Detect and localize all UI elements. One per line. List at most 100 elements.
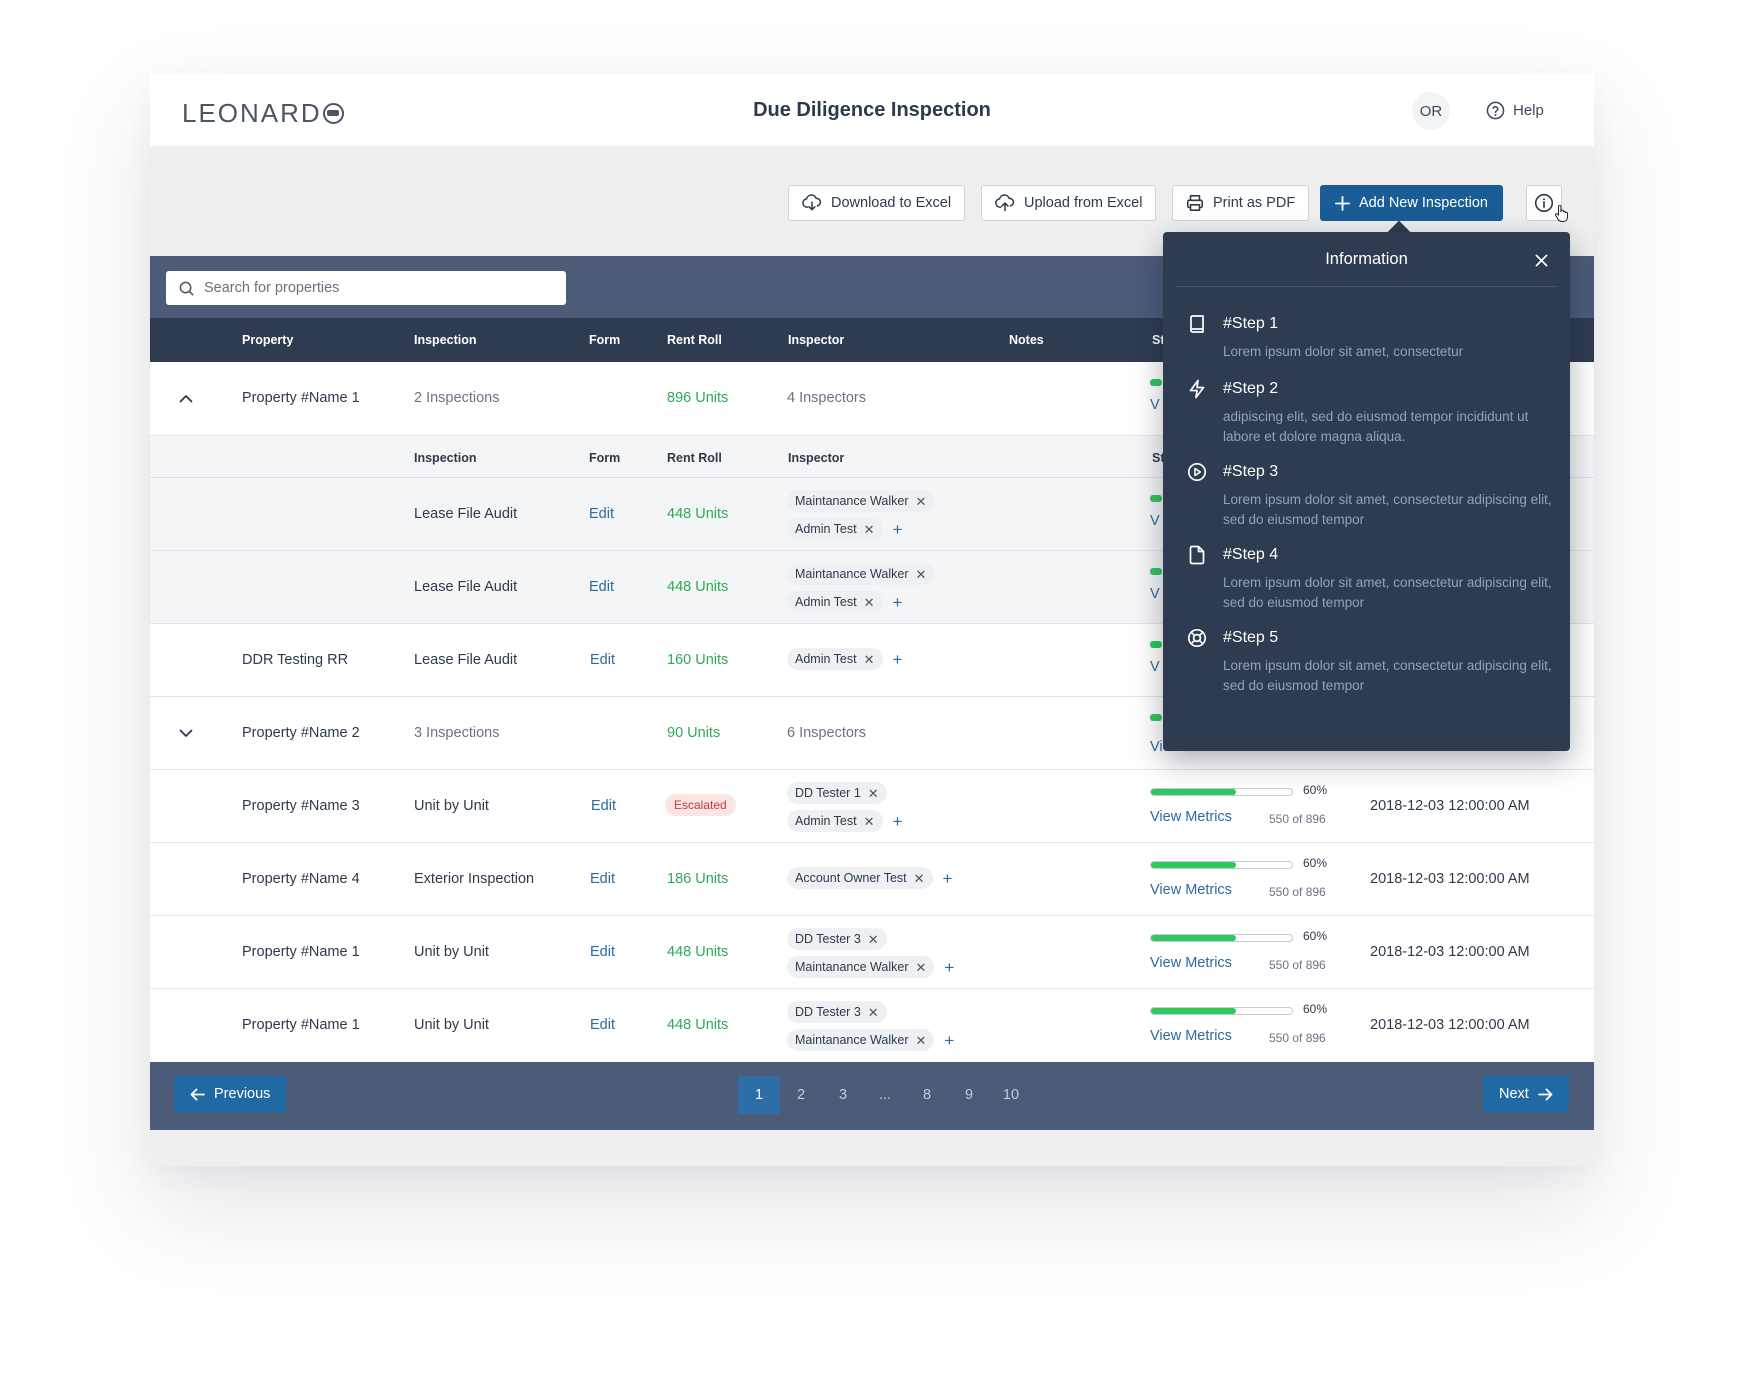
page-1[interactable]: 1 xyxy=(738,1076,780,1114)
col-inspector[interactable]: Inspector xyxy=(788,333,845,347)
inspection-date: 2018-12-03 12:00:00 AM xyxy=(1370,944,1530,960)
chevron-up-icon[interactable] xyxy=(176,388,196,408)
remove-tag-icon[interactable]: ✕ xyxy=(863,521,875,537)
edit-link[interactable]: Edit xyxy=(590,652,615,668)
next-label: Next xyxy=(1499,1086,1529,1102)
property-name[interactable]: Property #Name 1 xyxy=(242,1017,360,1033)
avatar[interactable]: OR xyxy=(1412,92,1450,130)
col-form[interactable]: Form xyxy=(589,333,621,347)
inspection-name: Lease File Audit xyxy=(414,652,518,668)
edit-link[interactable]: Edit xyxy=(590,871,615,887)
next-button[interactable]: Next xyxy=(1483,1076,1569,1112)
property-name[interactable]: Property #Name 1 xyxy=(242,390,360,406)
view-metrics-link[interactable]: View Metrics xyxy=(1150,882,1232,898)
rent-roll-units: 90 Units xyxy=(667,725,721,741)
inspector-tag: DD Tester 3 ✕ xyxy=(787,1001,887,1023)
step-description: adipiscing elit, sed do eiusmod tempor i… xyxy=(1223,409,1529,444)
remove-tag-icon[interactable]: ✕ xyxy=(863,594,875,610)
add-inspector-icon[interactable]: + xyxy=(892,592,903,612)
search-box[interactable] xyxy=(166,271,566,305)
remove-tag-icon[interactable]: ✕ xyxy=(867,1004,879,1020)
view-metrics-link-partial[interactable]: V xyxy=(1150,659,1160,675)
add-inspector-icon[interactable]: + xyxy=(892,649,903,669)
rent-roll-units: 186 Units xyxy=(667,871,729,887)
remove-tag-icon[interactable]: ✕ xyxy=(863,813,875,829)
view-metrics-link[interactable]: View Metrics xyxy=(1150,1028,1232,1044)
inspection-name: Exterior Inspection xyxy=(414,871,535,887)
remove-tag-icon[interactable]: ✕ xyxy=(915,959,927,975)
page-2[interactable]: 2 xyxy=(796,1087,806,1103)
inspection-count: 3 Inspections xyxy=(414,725,500,741)
table-row[interactable]: Property #Name 3 Unit by Unit Edit Escal… xyxy=(150,770,1594,843)
property-name[interactable]: Property #Name 1 xyxy=(242,944,360,960)
tag-label: DD Tester 3 xyxy=(795,1005,861,1019)
col-inspection[interactable]: Inspection xyxy=(414,333,477,347)
inspector-tags: DD Tester 3 ✕ Maintanance Walker ✕ + xyxy=(787,928,954,978)
printer-icon xyxy=(1187,195,1203,211)
inspection-date: 2018-12-03 12:00:00 AM xyxy=(1370,1017,1530,1033)
popover-title: Information xyxy=(1325,250,1408,268)
inspector-tags: Admin Test ✕ + xyxy=(787,648,902,670)
property-name[interactable]: Property #Name 2 xyxy=(242,725,360,741)
edit-link[interactable]: Edit xyxy=(590,1017,615,1033)
download-excel-button[interactable]: Download to Excel xyxy=(788,185,966,221)
view-metrics-link-partial[interactable]: V xyxy=(1150,586,1160,602)
print-pdf-label: Print as PDF xyxy=(1213,195,1296,211)
print-pdf-button[interactable]: Print as PDF xyxy=(1172,185,1310,221)
table-row[interactable]: Property #Name 1 Unit by Unit Edit 448 U… xyxy=(150,989,1594,1062)
edit-link[interactable]: Edit xyxy=(589,506,614,522)
table-row[interactable]: Property #Name 1 Unit by Unit Edit 448 U… xyxy=(150,916,1594,989)
view-metrics-link[interactable]: View Metrics xyxy=(1150,955,1232,971)
add-inspector-icon[interactable]: + xyxy=(942,868,953,888)
remove-tag-icon[interactable]: ✕ xyxy=(867,785,879,801)
view-metrics-link[interactable]: View Metrics xyxy=(1150,809,1232,825)
col-notes[interactable]: Notes xyxy=(1009,333,1044,347)
logo[interactable]: LEONARD xyxy=(182,98,344,129)
col-status-partial[interactable]: St xyxy=(1152,333,1165,347)
table-row[interactable]: Property #Name 4 Exterior Inspection Edi… xyxy=(150,843,1594,916)
upload-excel-button[interactable]: Upload from Excel xyxy=(981,185,1157,221)
col-property[interactable]: Property xyxy=(242,333,294,347)
upload-excel-label: Upload from Excel xyxy=(1024,195,1143,211)
edit-link[interactable]: Edit xyxy=(589,579,614,595)
add-inspection-button[interactable]: Add New Inspection xyxy=(1320,185,1503,221)
progress-bar-partial xyxy=(1150,379,1162,386)
property-name[interactable]: Property #Name 3 xyxy=(242,798,360,814)
previous-button[interactable]: Previous xyxy=(174,1076,287,1112)
inspector-tags: Maintanance Walker ✕ Admin Test ✕ + xyxy=(787,490,935,540)
property-name[interactable]: Property #Name 4 xyxy=(242,871,360,887)
col-rent-roll[interactable]: Rent Roll xyxy=(667,333,722,347)
inspector-tag: Admin Test ✕ xyxy=(787,648,883,670)
chevron-down-icon[interactable] xyxy=(176,723,196,743)
page-8[interactable]: 8 xyxy=(922,1087,932,1103)
add-inspector-icon[interactable]: + xyxy=(892,519,903,539)
edit-link[interactable]: Edit xyxy=(590,944,615,960)
edit-link[interactable]: Edit xyxy=(591,798,616,814)
help-button[interactable]: Help xyxy=(1486,101,1544,120)
remove-tag-icon[interactable]: ✕ xyxy=(915,566,927,582)
add-inspector-icon[interactable]: + xyxy=(944,957,955,977)
units-count: 550 of 896 xyxy=(1269,1031,1326,1045)
view-metrics-link-partial[interactable]: V xyxy=(1150,397,1160,413)
page-9[interactable]: 9 xyxy=(964,1087,974,1103)
remove-tag-icon[interactable]: ✕ xyxy=(915,493,927,509)
remove-tag-icon[interactable]: ✕ xyxy=(867,931,879,947)
view-metrics-link-partial[interactable]: V xyxy=(1150,513,1160,529)
step-title: #Step 2 xyxy=(1223,380,1279,397)
info-step-1: #Step 1 Lorem ipsum dolor sit amet, cons… xyxy=(1187,314,1557,364)
add-inspector-icon[interactable]: + xyxy=(892,811,903,831)
remove-tag-icon[interactable]: ✕ xyxy=(915,1032,927,1048)
inspector-tag: Maintanance Walker ✕ xyxy=(787,956,935,978)
page-3[interactable]: 3 xyxy=(838,1087,848,1103)
search-input[interactable] xyxy=(204,280,544,296)
inspector-count: 6 Inspectors xyxy=(787,725,866,741)
remove-tag-icon[interactable]: ✕ xyxy=(863,651,875,667)
file-icon xyxy=(1189,545,1205,565)
page-10[interactable]: 10 xyxy=(1002,1087,1020,1103)
remove-tag-icon[interactable]: ✕ xyxy=(913,870,925,886)
add-inspector-icon[interactable]: + xyxy=(944,1030,955,1050)
logo-mark-icon xyxy=(322,103,344,124)
cloud-upload-icon xyxy=(995,194,1015,212)
property-name[interactable]: DDR Testing RR xyxy=(242,652,349,668)
close-icon[interactable] xyxy=(1531,250,1551,270)
